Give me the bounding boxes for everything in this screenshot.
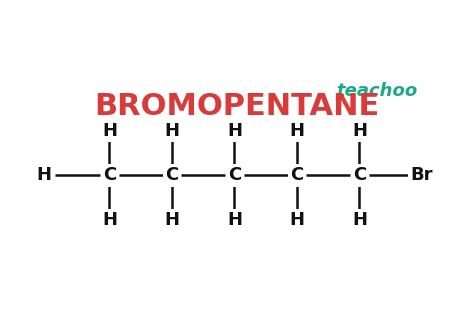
Text: H: H	[227, 122, 242, 140]
Text: H: H	[102, 211, 117, 229]
Text: C: C	[228, 166, 241, 184]
Text: H: H	[290, 211, 304, 229]
Text: H: H	[37, 166, 52, 184]
Text: Br: Br	[410, 166, 433, 184]
Text: BROMOPENTANE: BROMOPENTANE	[94, 92, 380, 121]
Text: H: H	[102, 122, 117, 140]
Text: H: H	[352, 122, 367, 140]
Text: H: H	[352, 211, 367, 229]
Text: C: C	[290, 166, 303, 184]
Text: H: H	[290, 122, 304, 140]
Text: H: H	[164, 211, 179, 229]
Text: teachoo: teachoo	[336, 82, 417, 100]
Text: C: C	[103, 166, 116, 184]
Text: C: C	[165, 166, 179, 184]
Text: C: C	[353, 166, 366, 184]
Text: H: H	[227, 211, 242, 229]
Text: H: H	[164, 122, 179, 140]
